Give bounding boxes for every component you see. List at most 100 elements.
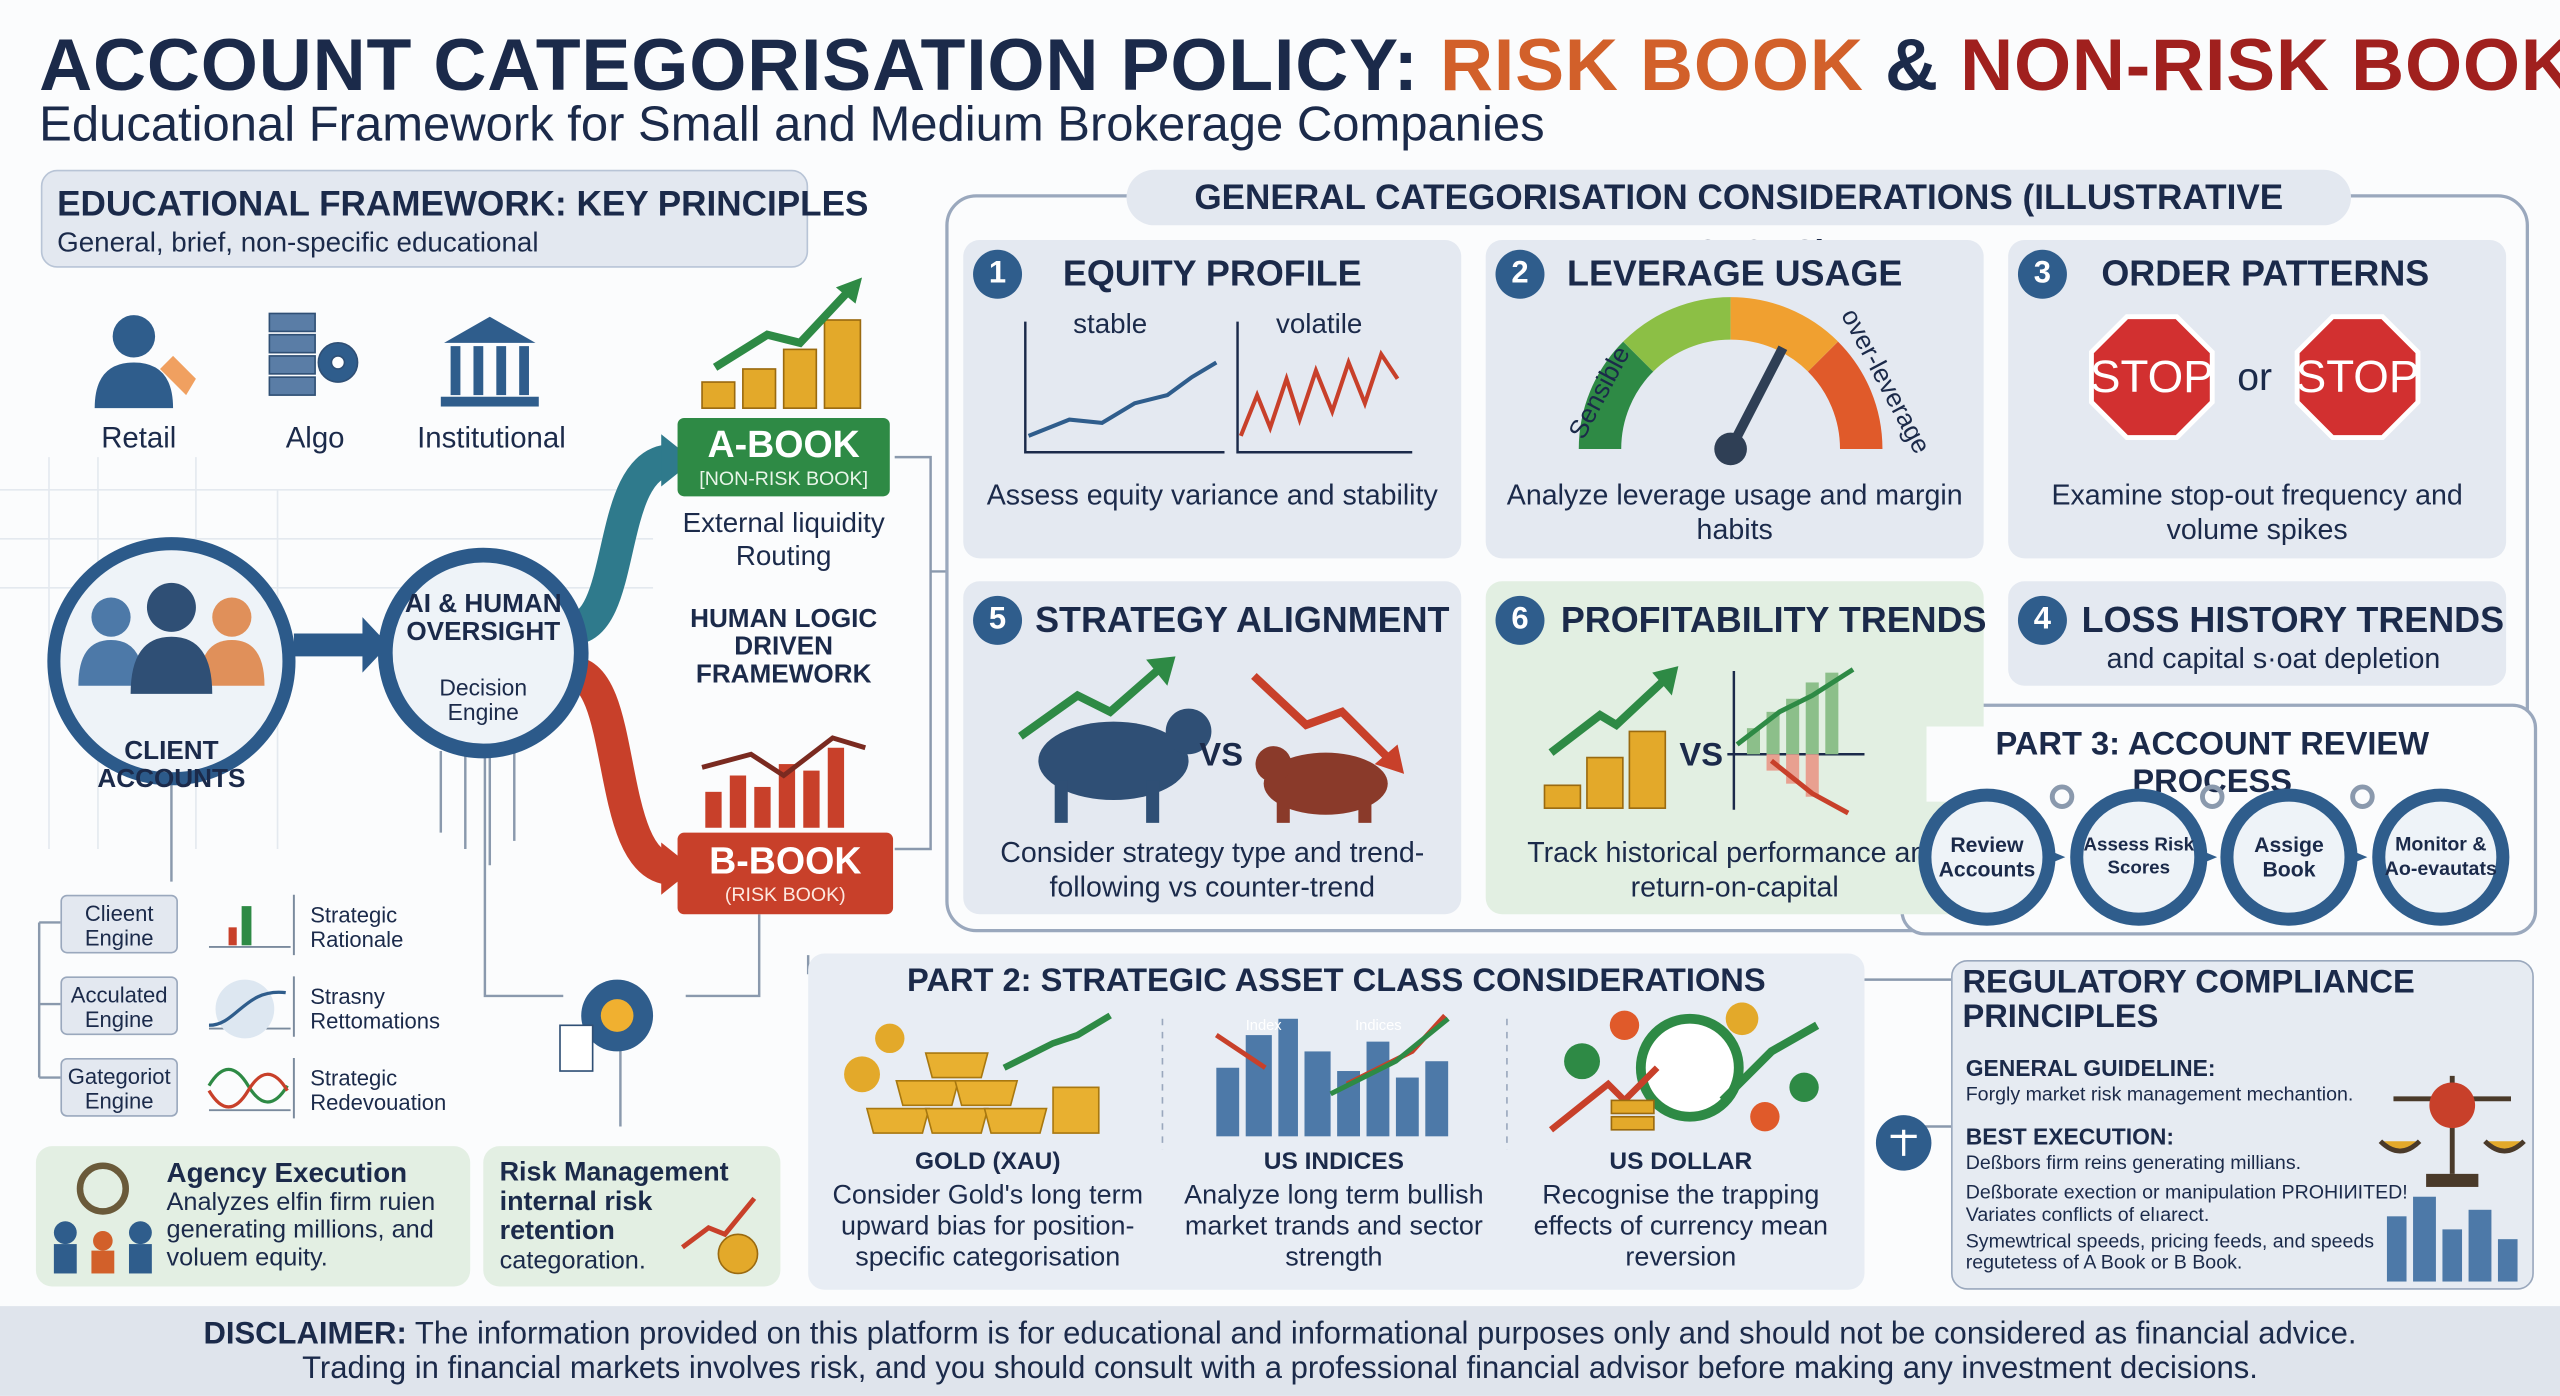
review-step: Monitor & Ao-evautats	[2384, 832, 2497, 880]
engine-name: Clieent Engine	[60, 894, 178, 954]
agency-icon	[53, 1162, 152, 1274]
factor-title: EQUITY PROFILE	[1062, 253, 1362, 294]
factor-card: 1 EQUITY PROFILE stable volatile Assess …	[963, 239, 1462, 559]
a-book: A-BOOK [NON-RISK BOOK]	[677, 417, 890, 497]
factor-title: LEVERAGE USAGE	[1567, 253, 1903, 294]
asset-panel: PART 2: STRATEGIC ASSET CLASS CONSIDERAT…	[808, 953, 1865, 1290]
factor-number: 6	[1495, 595, 1545, 645]
justice-icon	[2378, 1075, 2526, 1282]
b-book-subtitle: (RISK BOOK)	[724, 883, 846, 907]
asset-icons	[844, 1002, 1820, 1150]
index-label: Indices	[1355, 1017, 1402, 1034]
title-part: NON-RISK BOOK	[1960, 22, 2560, 107]
disclaimer-line: Trading in financial markets involves ri…	[302, 1351, 2258, 1387]
title-part: RISK BOOK	[1439, 22, 1864, 107]
factor-label: stable	[1073, 308, 1148, 340]
b-book-title: B-BOOK	[709, 839, 862, 882]
asset-name: US DOLLAR	[1609, 1147, 1753, 1176]
regulatory-title: REGULATORY COMPLIANCE PRINCIPLES	[1962, 964, 2415, 1036]
asset-name: US INDICES	[1263, 1147, 1404, 1176]
factor-card: 4 LOSS HISTORY TRENDS and capital s·oat …	[2008, 581, 2507, 686]
b-book: B-BOOK (RISK BOOK)	[677, 832, 894, 915]
risk-management-text: categoration.	[499, 1247, 646, 1276]
client-type: Institutional	[417, 421, 566, 454]
key-principles: EDUCATIONAL FRAMEWORK: KEY PRINCIPLES Ge…	[40, 169, 868, 268]
factor-number: 1	[973, 249, 1023, 299]
vs-label: VS	[1199, 737, 1244, 774]
agency-panel: Agency Execution Analyzes elfin firm rui…	[35, 1146, 471, 1287]
review-step: Assige Book	[2254, 832, 2324, 882]
regulatory-line: Variates conflicts of elıarect.	[1965, 1203, 2210, 1227]
key-principles-title: EDUCATIONAL FRAMEWORK: KEY PRINCIPLES	[57, 184, 869, 224]
factor-desc: Assess equity variance and stability	[986, 478, 1438, 512]
factor-card: 2 LEVERAGE USAGE Sensible over-leverage …	[1485, 239, 1984, 559]
regulatory-line: Symewtrical speeds, pricing feeds, and s…	[1965, 1229, 2375, 1274]
leverage-gauge	[1578, 297, 1883, 466]
profit-chart	[1543, 666, 1865, 816]
asset-desc: Recognise the trapping effects of curren…	[1533, 1180, 1829, 1272]
algo-icon	[268, 312, 359, 396]
risk-management-title: Risk Management internal risk retention	[499, 1157, 729, 1246]
factor-desc: Consider strategy type and trend-followi…	[1000, 835, 1425, 903]
subtitle: Educational Framework for Small and Medi…	[39, 97, 1545, 152]
factor-card: 6 PROFITABILITY TRENDS VS Track historic…	[1485, 581, 1987, 915]
retail-icon	[94, 315, 196, 409]
review-cycle	[1918, 784, 2510, 926]
factor-title: LOSS HISTORY TRENDS	[2081, 599, 2505, 640]
factor-title: ORDER PATTERNS	[2101, 253, 2430, 294]
factor-label: volatile	[1275, 308, 1363, 340]
asset-title: PART 2: STRATEGIC ASSET CLASS CONSIDERAT…	[906, 963, 1766, 1000]
factor-desc: Analyze leverage usage and margin habits	[1506, 478, 1963, 546]
or-label: or	[2237, 355, 2273, 400]
regulatory-line: Deßborate exection or manipulation PROHI…	[1965, 1180, 2408, 1204]
disclaimer-label: DISCLAIMER:	[203, 1317, 407, 1352]
decision-engine-subtitle: Decision Engine	[439, 674, 528, 725]
client-type: Retail	[101, 421, 177, 454]
asset-desc: Consider Gold's long term upward bias fo…	[832, 1180, 1144, 1272]
bull-bear	[1018, 656, 1405, 823]
client-type: Algo	[285, 421, 345, 454]
equity-charts	[1024, 321, 1413, 454]
agency-text: Analyzes elfin firm ruien generating mil…	[166, 1188, 436, 1272]
considerations-title: GENERAL CATEGORISATION CONSIDERATIONS (I…	[1126, 169, 2352, 273]
asset-desc: Analyze long term bullish market trands …	[1184, 1180, 1484, 1272]
engine-desc: Strasny Rettomations	[310, 984, 441, 1034]
disclaimer: DISCLAIMER: The information provided on …	[0, 1306, 2560, 1396]
asset-name: GOLD (XAU)	[914, 1147, 1061, 1176]
engine-name: Gategoriot Engine	[60, 1057, 178, 1117]
regulatory-heading: BEST EXECUTION:	[1965, 1123, 2175, 1150]
review-step: Assess Risk Scores	[2083, 835, 2195, 879]
engine-desc: Strategic Redevouation	[310, 1066, 447, 1116]
regulatory-heading: GENERAL GUIDELINE:	[1965, 1054, 2216, 1081]
disclaimer-line: DISCLAIMER: The information provided on …	[0, 1318, 2560, 1352]
factor-card: 3 ORDER PATTERNS STOP or STOP Examine st…	[2008, 239, 2507, 559]
regulatory-panel: REGULATORY COMPLIANCE PRINCIPLES GENERAL…	[1951, 959, 2534, 1290]
agency-title: Agency Execution	[166, 1157, 408, 1189]
factor-desc: Track historical performance and return-…	[1527, 835, 1943, 903]
engine-name: Acculated Engine	[60, 976, 178, 1036]
title: ACCOUNT CATEGORISATION POLICY: RISK BOOK…	[39, 23, 2560, 108]
human-logic: HUMAN LOGIC DRIVEN FRAMEWORK	[690, 605, 878, 689]
title-part: &	[1884, 22, 1939, 107]
stop-label: STOP	[2295, 351, 2420, 402]
vs-label: VS	[1679, 737, 1724, 774]
a-book-note: External liquidity Routing	[682, 507, 885, 572]
factor-desc: and capital s·oat depletion	[2106, 641, 2441, 675]
factor-title: PROFITABILITY TRENDS	[1560, 599, 1987, 640]
disclaimer-text: The information provided on this platfor…	[414, 1317, 2357, 1352]
factor-title: STRATEGY ALIGNMENT	[1035, 599, 1450, 640]
factor-number: 4	[2017, 595, 2067, 645]
factor-number: 5	[973, 595, 1023, 645]
client-accounts: CLIENT ACCOUNTS	[97, 737, 246, 794]
engine-desc: Strategic Rationale	[310, 902, 404, 952]
index-label: Index	[1245, 1017, 1282, 1034]
risk-management-panel: Risk Management internal risk retention …	[483, 1146, 781, 1287]
review-step: Review Accounts	[1938, 832, 2036, 882]
scale-icon	[1875, 1115, 1932, 1171]
title-part: ACCOUNT CATEGORISATION POLICY:	[39, 22, 1419, 107]
stop-signs	[2088, 314, 2421, 440]
factor-number: 3	[2017, 249, 2067, 299]
